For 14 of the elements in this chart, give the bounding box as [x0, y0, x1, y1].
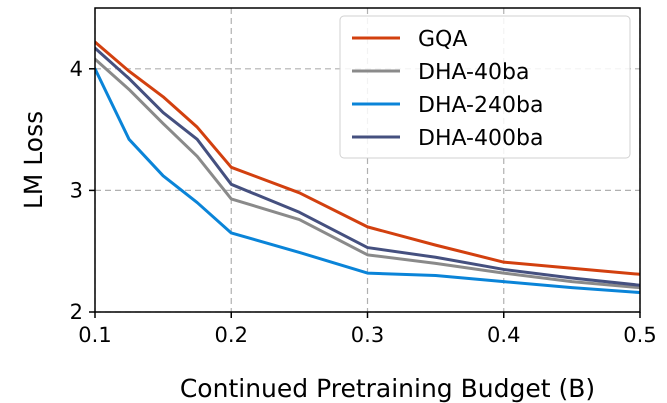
y-tick-label: 2: [70, 300, 83, 324]
x-tick-label: 0.5: [623, 323, 657, 347]
x-tick-label: 0.4: [487, 323, 520, 347]
legend-label: GQA: [418, 27, 468, 52]
legend-label: DHA-240ba: [418, 93, 544, 118]
legend-label: DHA-40ba: [418, 60, 530, 85]
y-tick-label: 3: [70, 178, 83, 202]
x-tick-label: 0.2: [214, 323, 248, 347]
x-tick-label: 0.1: [78, 323, 112, 347]
y-axis-title: LM Loss: [19, 110, 48, 210]
x-axis-title: Continued Pretraining Budget (B): [180, 374, 596, 403]
legend-label: DHA-400ba: [418, 126, 544, 151]
y-tick-label: 4: [70, 56, 83, 81]
x-tick-label: 0.3: [350, 323, 384, 347]
